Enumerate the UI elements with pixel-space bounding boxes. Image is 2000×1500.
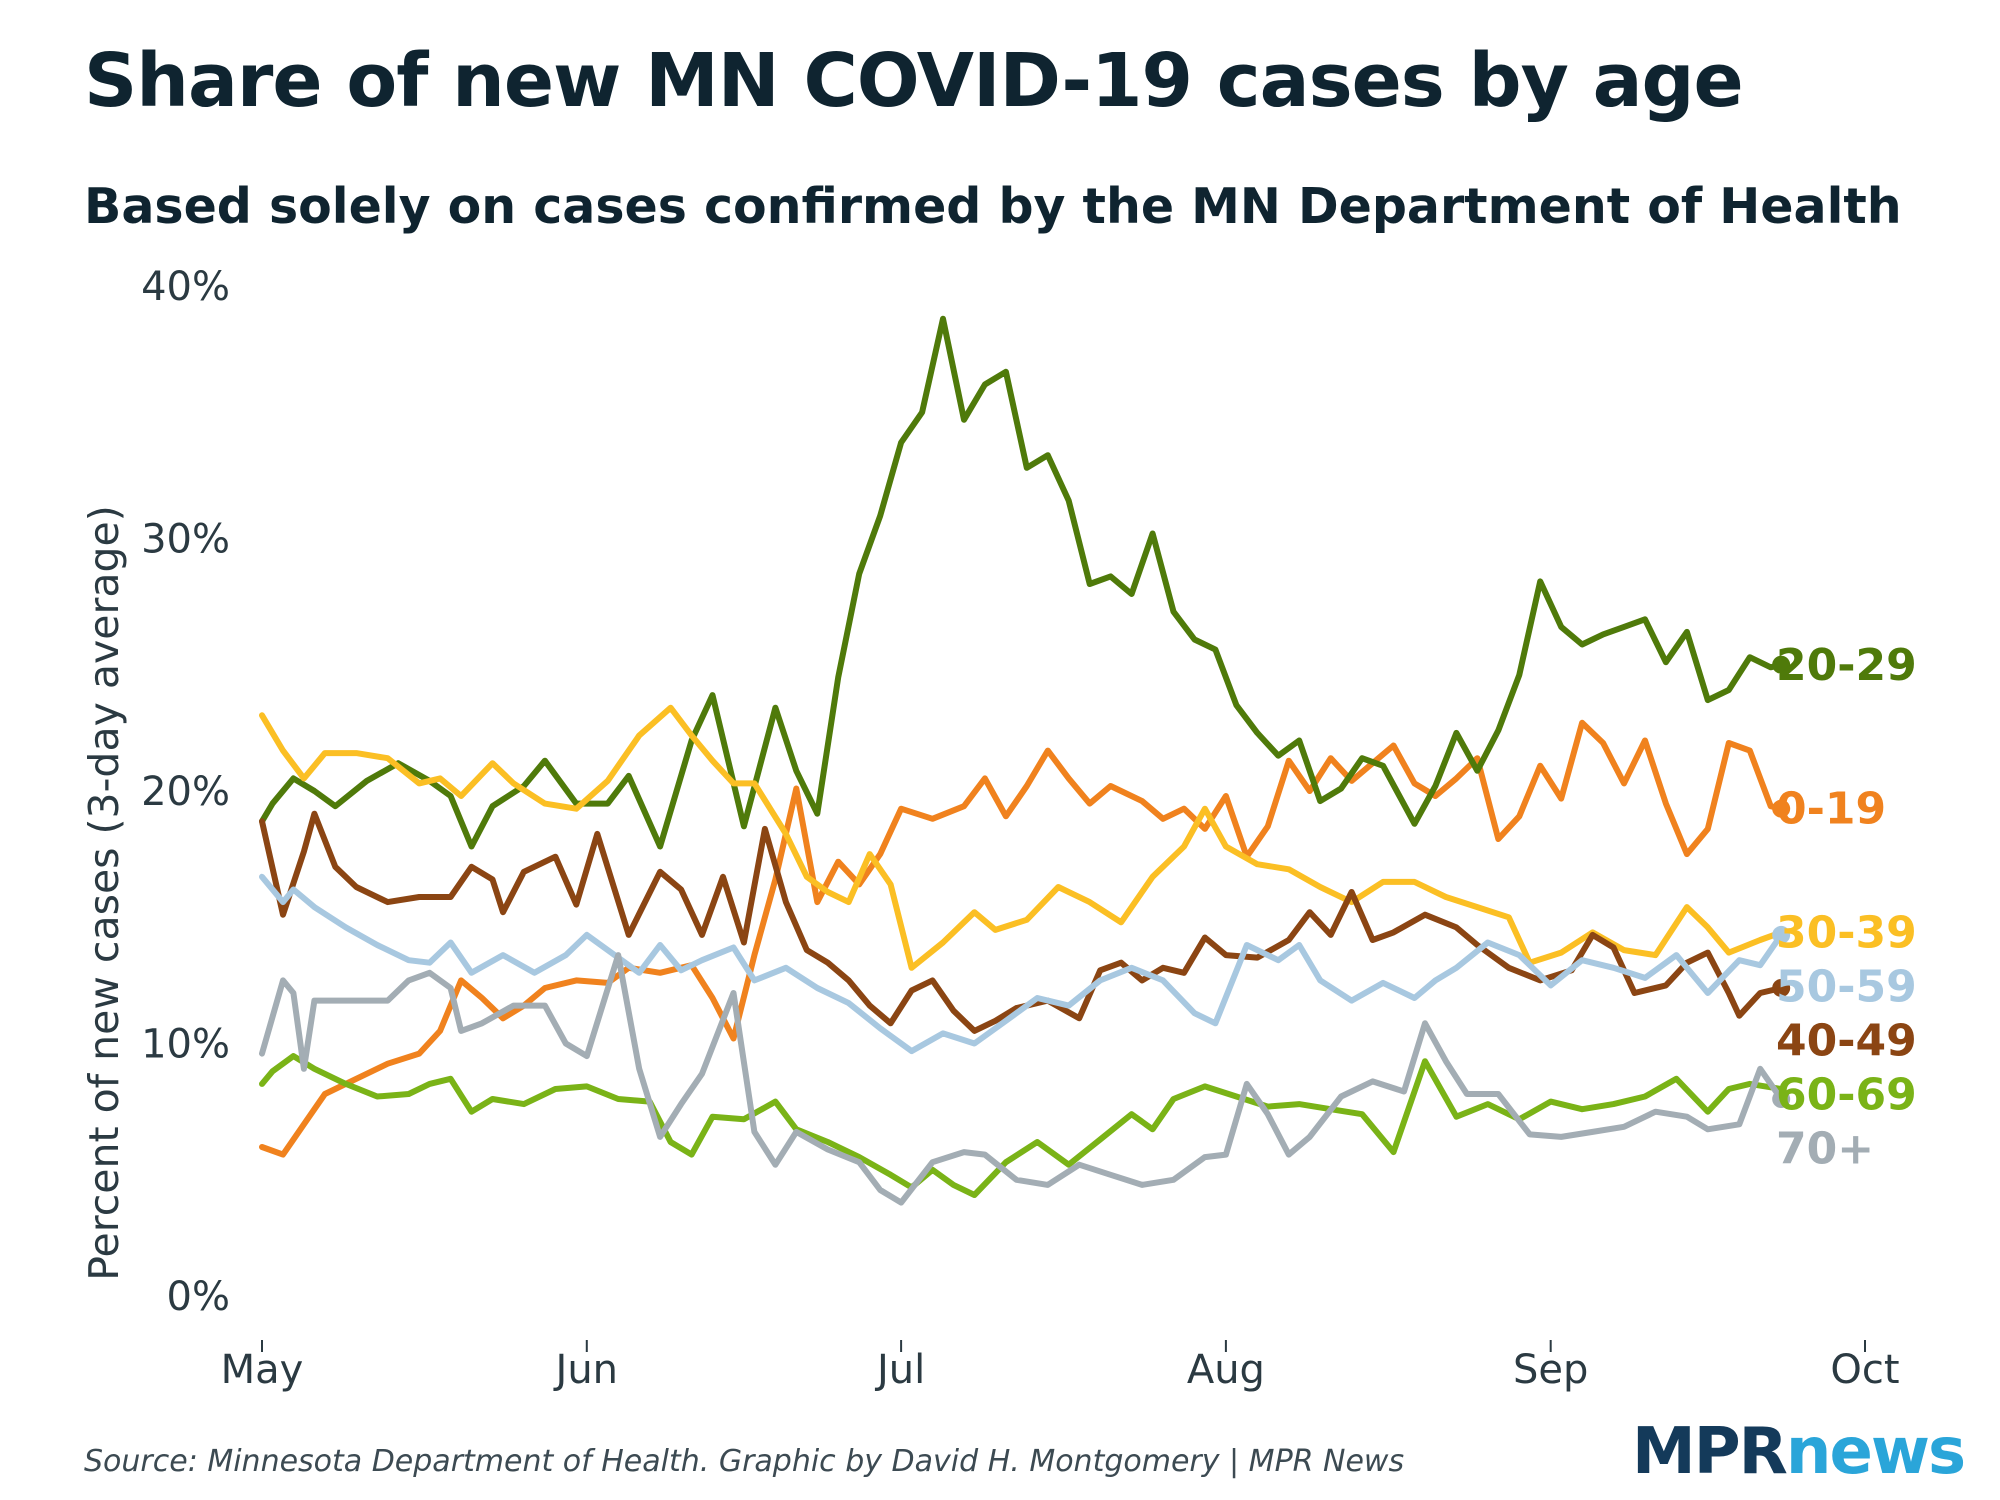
x-tick-label-jun: Jun — [553, 1347, 619, 1393]
series-line-40-49 — [259, 810, 1785, 1034]
series-end-point-20-29 — [1772, 655, 1791, 674]
x-tick-label-aug: Aug — [1187, 1347, 1265, 1393]
series-end-point-50-59 — [1772, 925, 1791, 944]
series-line-60-69 — [259, 1053, 1785, 1198]
series-line-20-29 — [259, 315, 1785, 850]
y-axis-label-group: Percent of new cases (3-day average) — [80, 505, 128, 1280]
series-label-70: 70+ — [1776, 1123, 1874, 1174]
y-tick-label-10: 10% — [141, 1022, 230, 1068]
series-label-0-19: 0-19 — [1776, 784, 1886, 835]
x-tick-label-oct: Oct — [1830, 1347, 1899, 1393]
y-axis-label: Percent of new cases (3-day average) — [80, 505, 128, 1280]
series-line-70 — [259, 952, 1785, 1206]
y-tick-label-40: 40% — [141, 264, 230, 310]
y-tick-label-0: 0% — [167, 1274, 230, 1320]
chart-title: Share of new MN COVID-19 cases by age — [84, 38, 1744, 124]
y-tick-label-20: 20% — [141, 769, 230, 815]
series-end-point-70 — [1772, 1090, 1791, 1109]
logo-mpr-text: MPR — [1632, 1415, 1788, 1489]
mpr-news-logo: MPRnews — [1632, 1420, 1966, 1484]
x-tick-label-jul: Jul — [874, 1347, 925, 1393]
series-line-0-19 — [259, 719, 1785, 1158]
series-label-60-69: 60-69 — [1776, 1069, 1917, 1120]
x-axis-ticks: May Jun Jul Aug Sep Oct — [221, 1340, 1900, 1393]
y-axis-ticks: 0% 10% 20% 30% 40% — [141, 264, 230, 1320]
chart-subtitle: Based solely on cases confirmed by the M… — [84, 178, 1902, 235]
series-end-point-40-49 — [1772, 978, 1791, 997]
x-tick-label-sep: Sep — [1513, 1347, 1588, 1393]
series-label-50-59: 50-59 — [1776, 961, 1917, 1012]
series-label-30-39: 30-39 — [1776, 907, 1917, 958]
logo-news-text: news — [1785, 1415, 1966, 1489]
series-label-20-29: 20-29 — [1776, 640, 1917, 691]
source-note: Source: Minnesota Department of Health. … — [84, 1444, 1405, 1479]
series-line-30-39 — [259, 704, 1785, 971]
y-tick-label-30: 30% — [141, 517, 230, 563]
series-lines — [259, 315, 1791, 1206]
x-tick-label-may: May — [221, 1347, 304, 1393]
series-end-point-0-19 — [1772, 799, 1791, 818]
series-line-50-59 — [259, 873, 1785, 1055]
series-label-40-49: 40-49 — [1776, 1015, 1917, 1066]
